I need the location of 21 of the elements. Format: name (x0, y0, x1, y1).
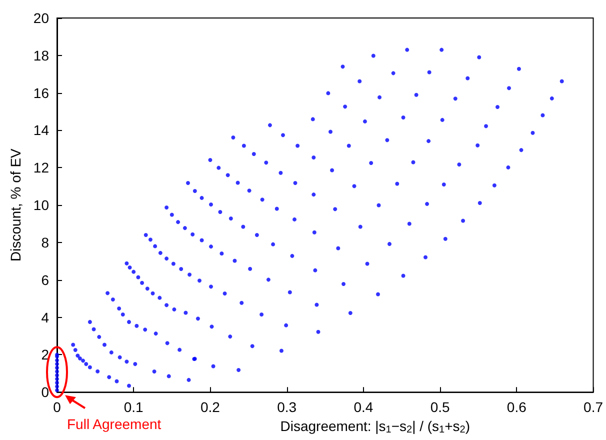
y-tick-label: 12 (33, 160, 50, 176)
y-tick-label: 18 (33, 47, 50, 64)
y-axis-title: Discount, % of EV (8, 148, 24, 262)
text: Full Agreement (67, 416, 162, 432)
x-tick-label: 0 (53, 399, 62, 416)
x-tick-label: 0.3 (277, 399, 297, 416)
y-tick-label: 10 (33, 197, 50, 214)
x-tick-label: 0.2 (200, 399, 220, 416)
y-tick-label: 20 (33, 10, 50, 26)
x-tick-label: 0.7 (584, 399, 604, 416)
x-tick-label: 0.5 (430, 399, 450, 416)
y-tick-label: 16 (33, 84, 50, 101)
y-tick-label: 2 (41, 346, 50, 363)
y-tick-label: 6 (41, 272, 50, 288)
y-tick-label: 14 (33, 122, 50, 138)
x-tick-label: 0.1 (124, 399, 144, 416)
x-tick-label: 0.6 (506, 399, 527, 416)
y-tick-label: 0 (41, 384, 50, 400)
x-tick-label: 0.4 (354, 399, 374, 416)
y-tick-label: 8 (41, 234, 50, 250)
y-tick-label: 4 (41, 309, 50, 326)
